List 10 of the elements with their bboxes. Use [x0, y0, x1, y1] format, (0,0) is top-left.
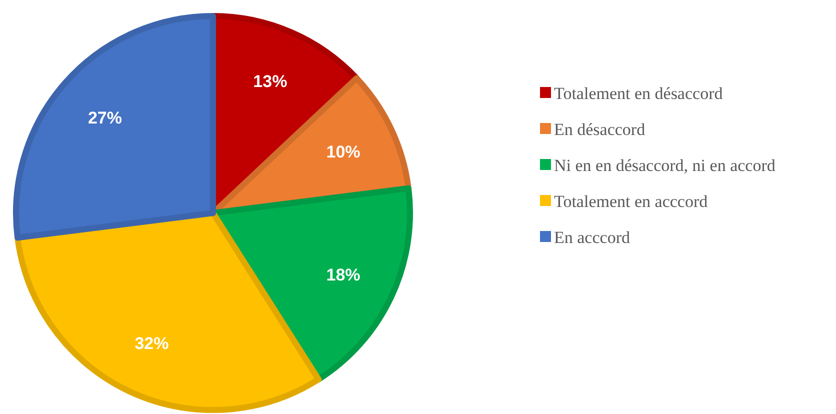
data-label: 18%: [326, 265, 360, 284]
legend-label: En désaccord: [554, 120, 646, 139]
data-label: 13%: [253, 72, 288, 91]
legend-label: Totalement en désaccord: [554, 84, 724, 103]
data-label: 27%: [88, 108, 122, 128]
legend-label: Ni en en désaccord, ni en accord: [554, 156, 776, 175]
data-label: 32%: [134, 334, 169, 354]
legend-label: Totalement en acccord: [554, 192, 708, 211]
legend-label: En acccord: [554, 228, 630, 247]
data-label: 10%: [326, 142, 360, 162]
